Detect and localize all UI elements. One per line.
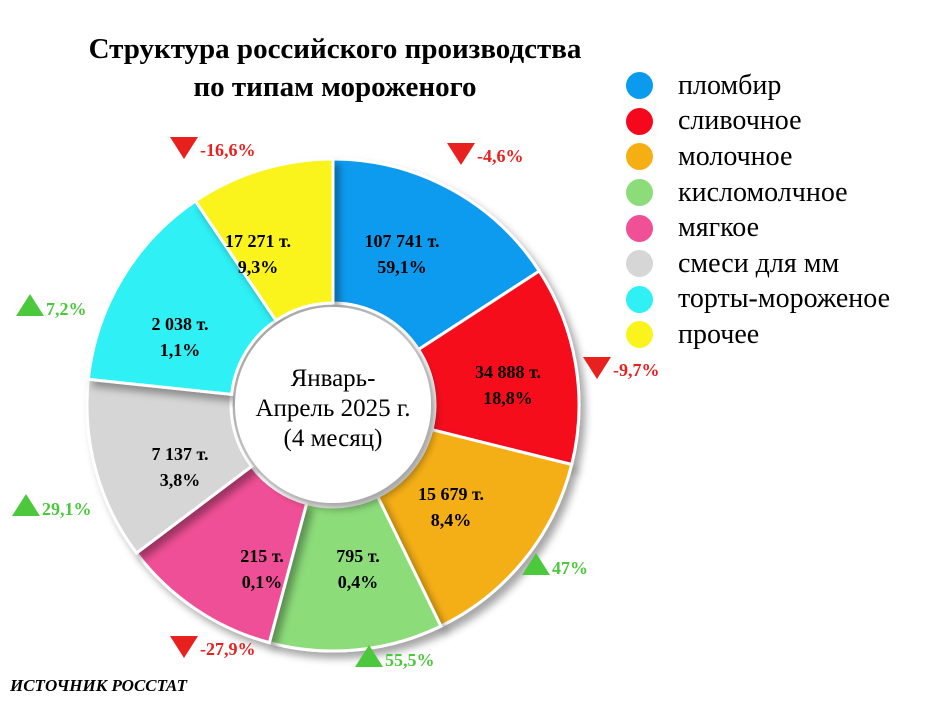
legend-label: мягкое (678, 212, 760, 244)
legend-label: сливочное (678, 105, 802, 137)
slice-volume-label: 7 137 т. (152, 444, 209, 464)
legend-item: пломбир (626, 68, 890, 104)
slice-3 (375, 427, 574, 629)
change-markers: -4,6% -9,7% 47% 55,5% -27,9% 29,1% 7,2% -16,6% (12, 137, 660, 670)
up-arrow-icon (355, 645, 383, 667)
legend-item: молочное (626, 139, 890, 175)
center-label-line-3: (4 месяц) (284, 425, 383, 452)
legend-label: смеси для мм (678, 247, 840, 279)
change-label: 55,5% (385, 650, 435, 670)
slice-volume-label: 795 т. (336, 546, 380, 566)
slice-4 (267, 494, 443, 653)
slice-volume-label: 15 679 т. (418, 484, 484, 504)
donut-slices (85, 157, 581, 653)
legend: пломбир сливочное молочное кисломолчное мягк… (626, 68, 890, 353)
up-arrow-icon (16, 294, 44, 316)
slice-share-label: 18,8% (483, 388, 533, 408)
slice-share-label: 59,1% (377, 257, 427, 277)
slice-volume-label: 2 038 т. (152, 314, 209, 334)
legend-label: кисломолчное (678, 176, 848, 208)
down-arrow-icon (447, 143, 475, 165)
up-arrow-icon (12, 494, 40, 516)
change-label: -9,7% (613, 360, 660, 380)
legend-item: смеси для мм (626, 246, 890, 282)
down-arrow-icon (170, 636, 198, 658)
legend-swatch-icon (626, 143, 653, 171)
center-label-line-1: Январь- (291, 365, 376, 392)
slice-share-label: 3,8% (160, 470, 201, 490)
source-note: ИСТОЧНИК РОССТАТ (10, 676, 188, 695)
up-arrow-icon (522, 553, 550, 575)
slice-8 (193, 157, 335, 323)
slice-1 (331, 157, 542, 352)
change-label: -27,9% (200, 639, 256, 659)
down-arrow-icon (170, 137, 198, 159)
legend-swatch-icon (626, 179, 653, 207)
legend-swatch-icon (626, 285, 653, 313)
slice-share-label: 1,1% (160, 340, 201, 360)
slice-share-label: 0,4% (338, 572, 379, 592)
down-arrow-icon (583, 357, 611, 379)
legend-swatch-icon (626, 107, 653, 135)
title-line-1: Структура российского производства (88, 33, 582, 65)
legend-label: торты-мороженое (678, 283, 891, 315)
legend-swatch-icon (626, 214, 653, 242)
slice-share-label: 8,4% (431, 510, 472, 530)
slice-volume-label: 17 271 т. (225, 231, 291, 251)
change-label: 29,1% (42, 499, 92, 519)
slice-share-label: 0,1% (242, 572, 283, 592)
legend-label: прочее (678, 318, 760, 350)
legend-label: молочное (678, 140, 793, 172)
legend-swatch-icon (626, 72, 653, 100)
legend-label: пломбир (678, 69, 782, 101)
donut-hole (235, 307, 431, 503)
legend-item: мягкое (626, 210, 890, 246)
legend-item: торты-мороженое (626, 282, 890, 318)
legend-item: кисломолчное (626, 175, 890, 211)
change-label: -16,6% (200, 140, 256, 160)
change-label: -4,6% (477, 146, 524, 166)
change-label: 7,2% (46, 299, 87, 319)
center-label-line-2: Апрель 2025 г. (255, 395, 410, 422)
center-label-group: Январь- Апрель 2025 г. (4 месяц) (255, 365, 410, 452)
title-line-2: по типам мороженого (193, 71, 477, 103)
change-label: 47% (552, 558, 588, 578)
slice-2 (416, 268, 581, 467)
legend-item: сливочное (626, 104, 890, 140)
slice-volume-label: 215 т. (240, 546, 284, 566)
legend-swatch-icon (626, 250, 653, 278)
slice-labels: 107 741 т. 59,1% 34 888 т. 18,8% 15 679 т. 8,… (152, 231, 542, 592)
chart-title: Структура российского производства по ти… (40, 30, 630, 106)
slice-share-label: 9,3% (238, 257, 279, 277)
legend-swatch-icon (626, 321, 653, 349)
slice-volume-label: 107 741 т. (365, 231, 440, 251)
slice-6 (85, 377, 254, 556)
legend-item: прочее (626, 317, 890, 353)
slice-volume-label: 34 888 т. (475, 362, 541, 382)
slice-7 (86, 198, 279, 396)
